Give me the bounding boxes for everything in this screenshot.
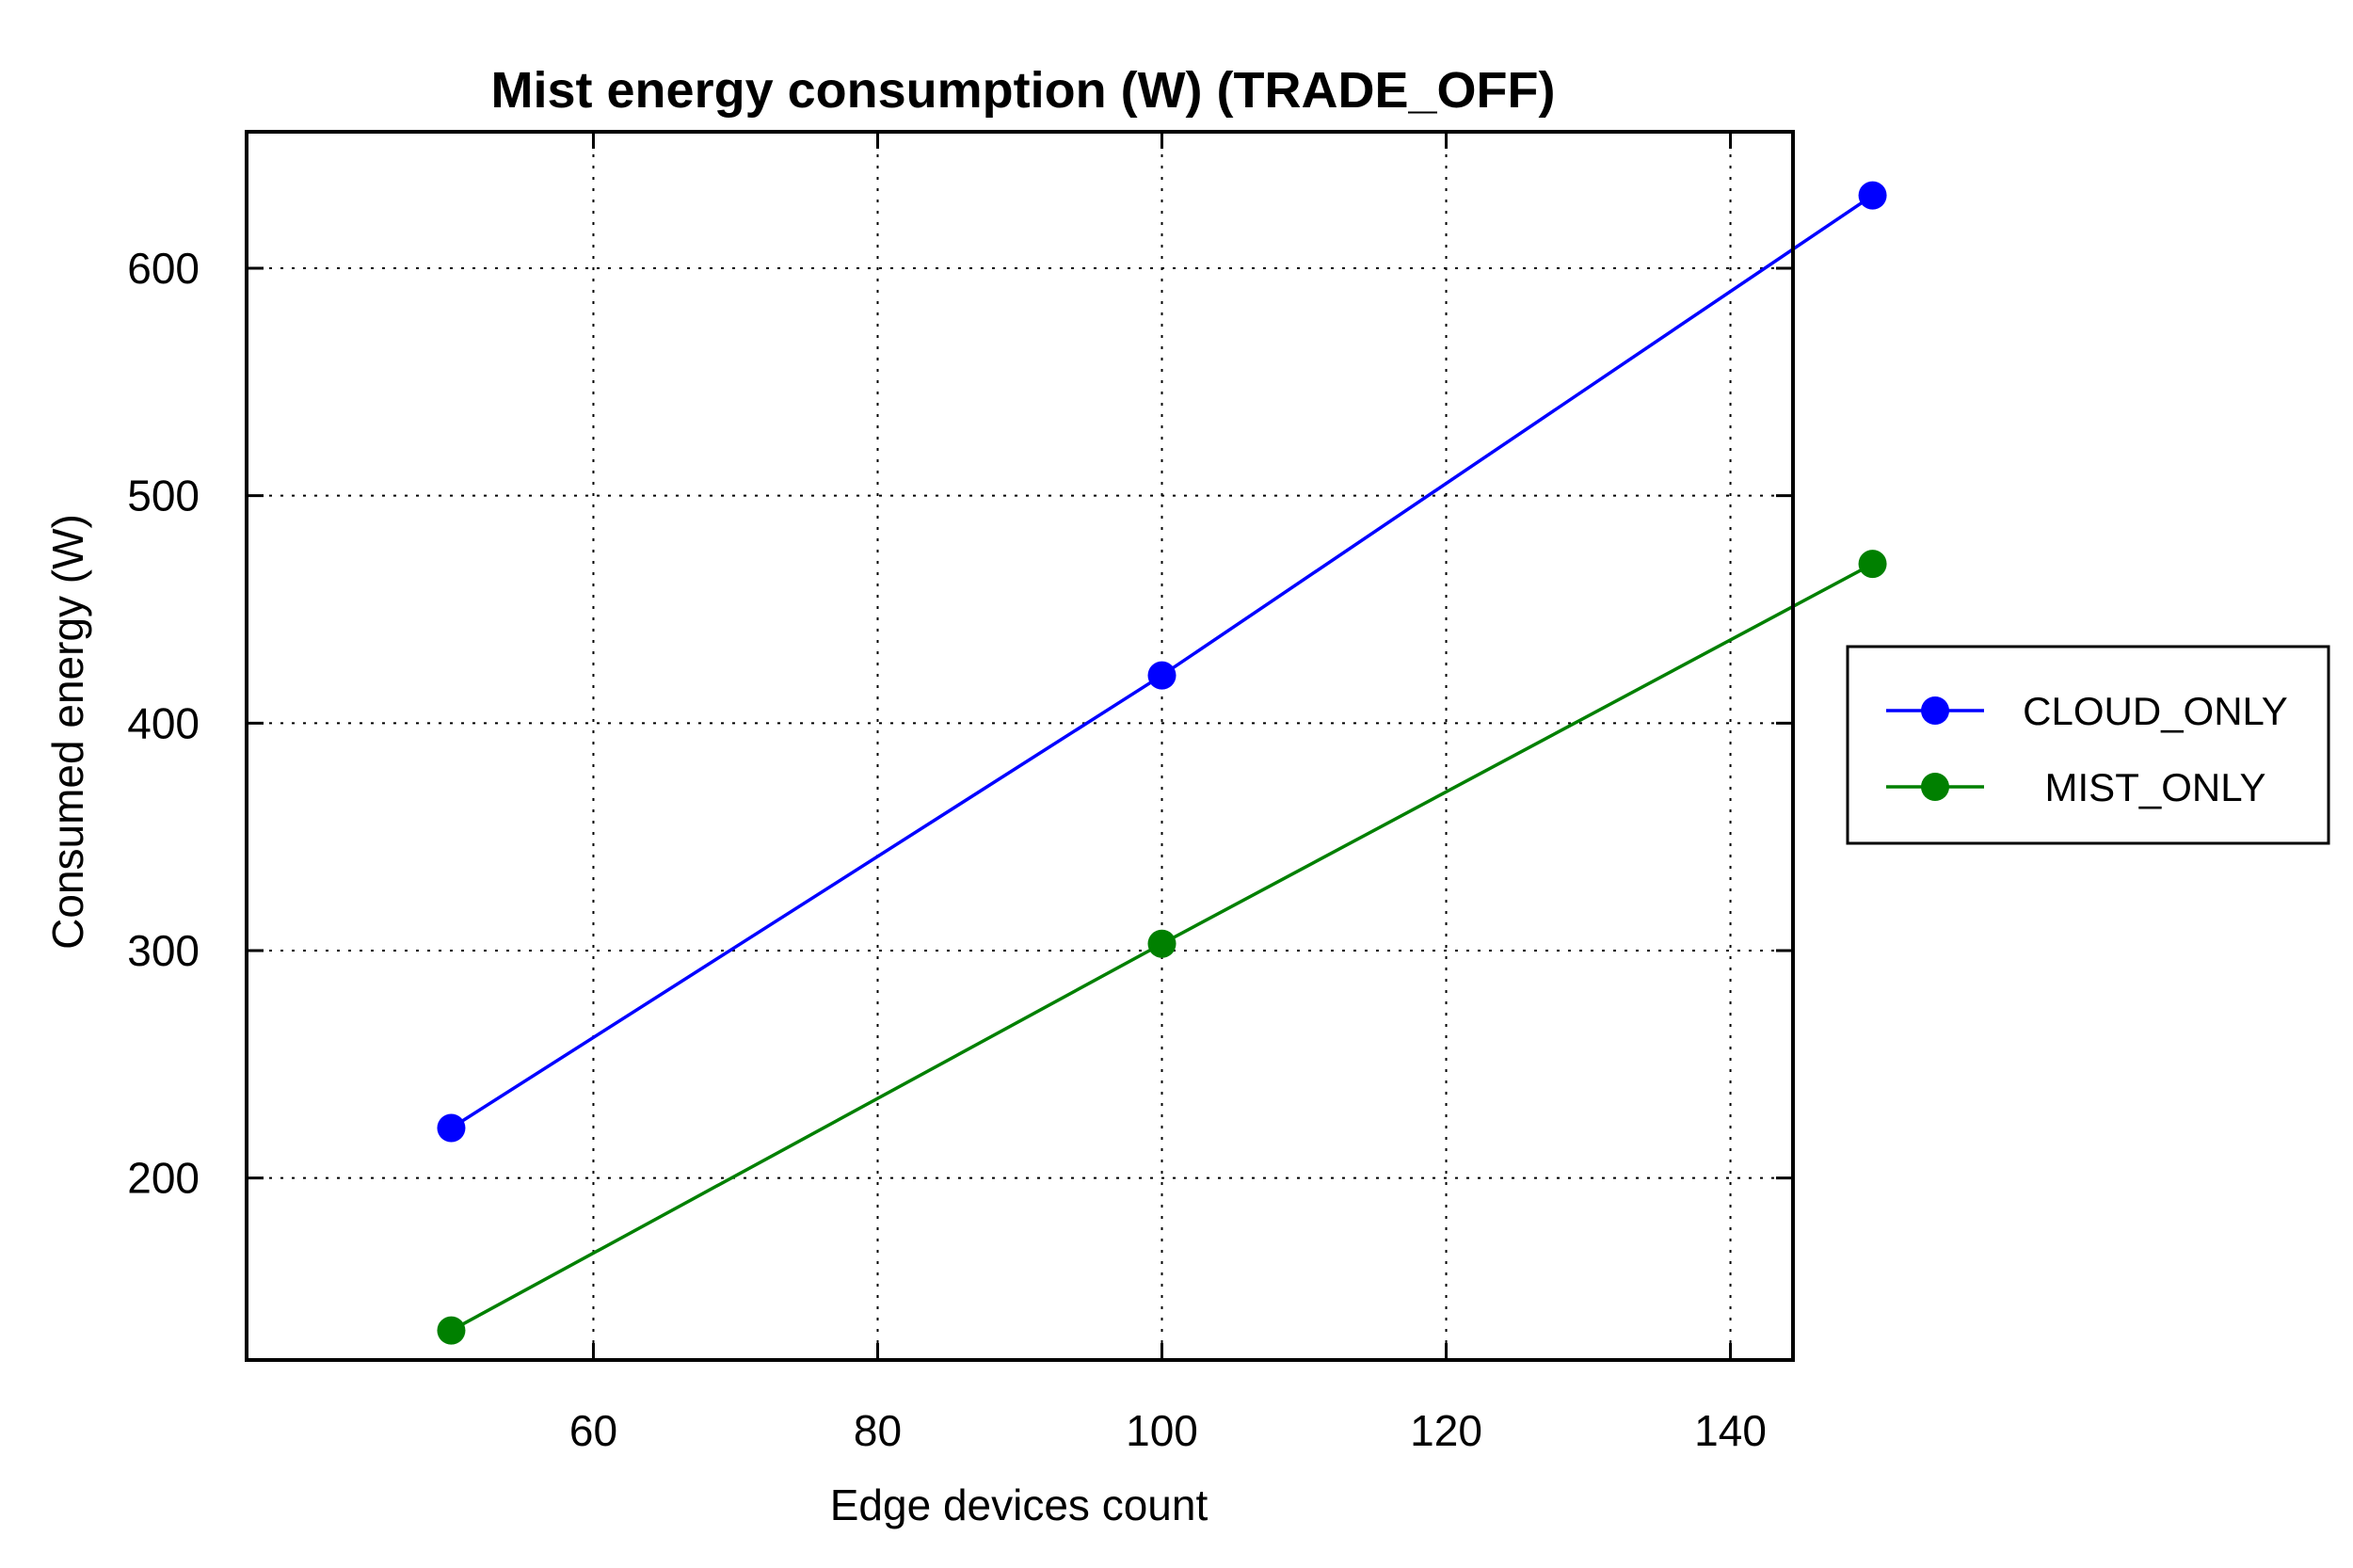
legend-marker-mist-only — [1921, 773, 1949, 801]
data-point-cloud-only — [1858, 181, 1887, 210]
x-axis-label: Edge devices count — [830, 1480, 1209, 1529]
plot-frame — [245, 130, 1795, 1362]
data-point-cloud-only — [437, 1113, 466, 1143]
x-tick-label: 60 — [569, 1406, 617, 1455]
legend-label-mist-only: MIST_ONLY — [2045, 765, 2266, 809]
series-layer — [437, 181, 1887, 1345]
legend: CLOUD_ONLY MIST_ONLY — [1846, 645, 2330, 845]
y-tick-label: 600 — [127, 244, 200, 293]
data-point-mist-only — [1858, 550, 1887, 579]
grid — [247, 132, 1793, 1360]
legend-marker-cloud-only — [1921, 696, 1949, 725]
legend-label-cloud-only: CLOUD_ONLY — [2023, 689, 2288, 733]
x-tick-label: 100 — [1126, 1406, 1198, 1455]
y-tick-label: 500 — [127, 472, 200, 520]
x-tick-label: 80 — [854, 1406, 902, 1455]
data-point-cloud-only — [1147, 661, 1176, 690]
axis-ticks: 60 80 100 120 140 200 300 400 500 600 — [127, 132, 1793, 1455]
data-point-mist-only — [1147, 929, 1176, 958]
y-axis-label: Consumed energy (W) — [43, 514, 92, 950]
y-tick-label: 300 — [127, 926, 200, 975]
legend-box — [1846, 645, 2330, 845]
y-tick-label: 200 — [127, 1154, 200, 1203]
y-tick-label: 400 — [127, 698, 200, 747]
x-tick-label: 120 — [1410, 1406, 1482, 1455]
x-tick-label: 140 — [1694, 1406, 1767, 1455]
data-point-mist-only — [437, 1316, 466, 1345]
legend-items: CLOUD_ONLY MIST_ONLY — [1886, 689, 2288, 809]
chart-title: Mist energy consumption (W) (TRADE_OFF) — [491, 62, 1556, 119]
